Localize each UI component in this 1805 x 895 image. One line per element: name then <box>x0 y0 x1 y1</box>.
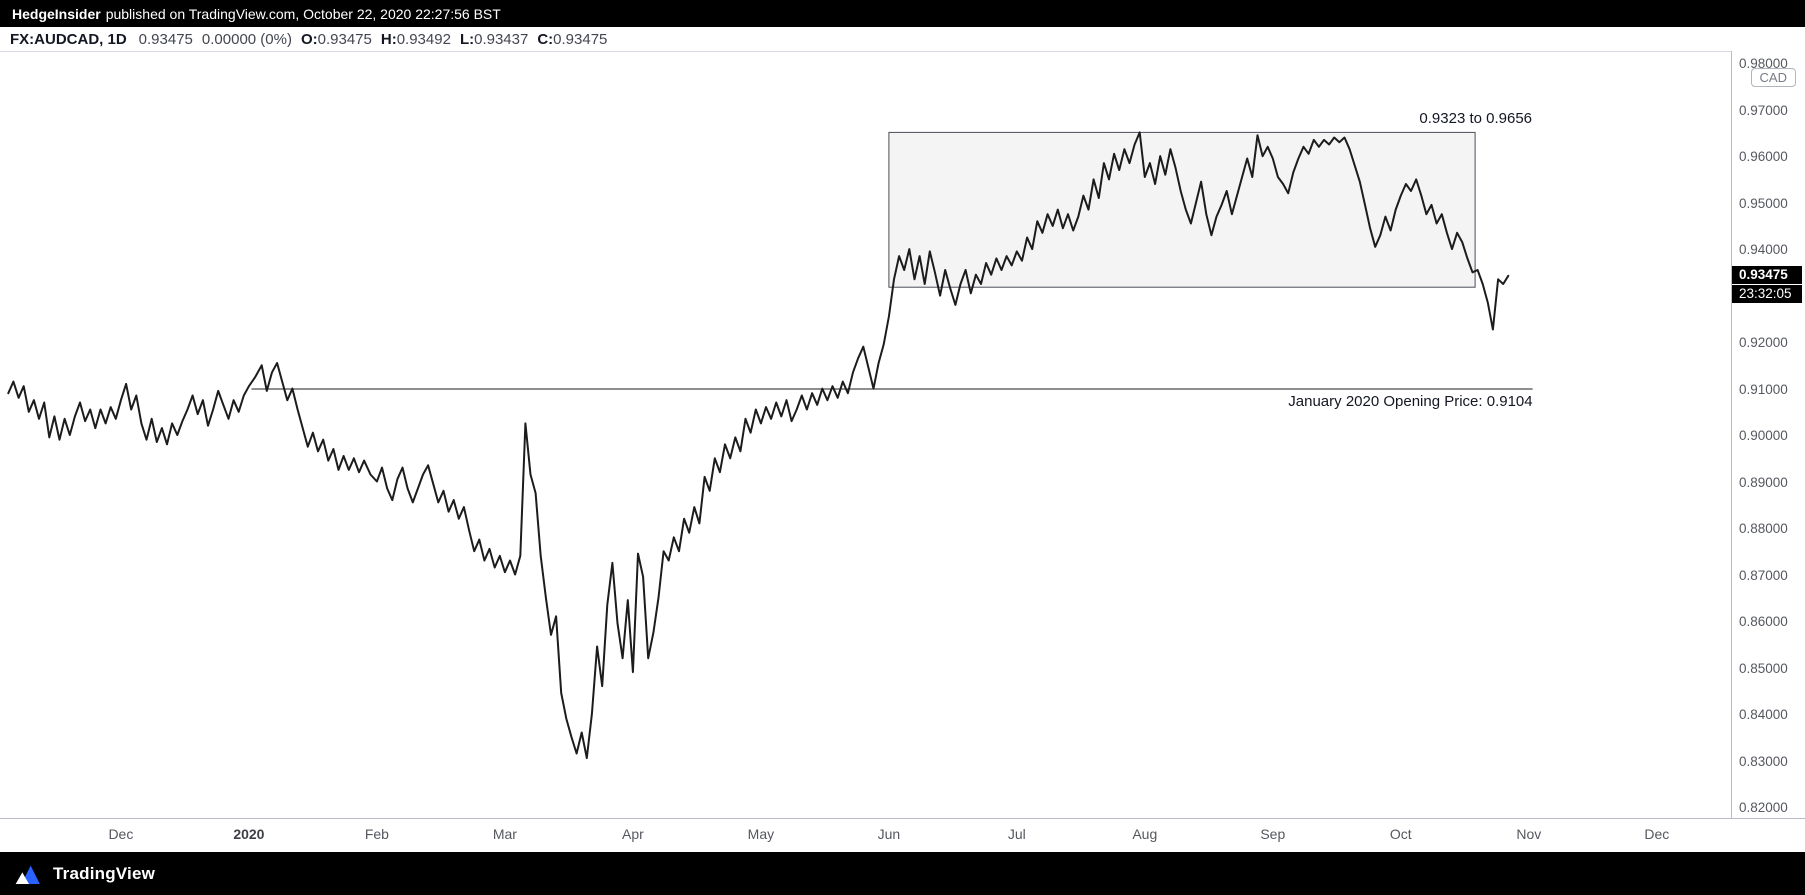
time-tick-Sep: Sep <box>1260 826 1286 842</box>
price-axis: CAD 0.93475 23:32:05 0.98000 0.97000 0.960… <box>1731 51 1805 818</box>
price-line-series <box>7 131 1510 760</box>
last-price-badge: 0.93475 <box>1732 265 1802 284</box>
time-axis: Dec 2020 Feb Mar Apr May Jun Jul Aug Sep Oct Nov Dec <box>0 818 1805 852</box>
legend-low: L:0.93437 <box>460 31 528 48</box>
price-tick-0.92000: 0.92000 <box>1739 335 1788 351</box>
price-tick-0.97000: 0.97000 <box>1739 102 1788 118</box>
range-box-label: 0.9323 to 0.9656 <box>1419 110 1533 128</box>
price-tick-0.94000: 0.94000 <box>1739 242 1788 258</box>
high-value: 0.93492 <box>396 30 451 48</box>
price-tick-0.96000: 0.96000 <box>1739 149 1788 165</box>
price-tick-0.90000: 0.90000 <box>1739 428 1788 444</box>
time-tick-Oct: Oct <box>1389 826 1412 842</box>
footer-bar: TradingView <box>0 852 1805 895</box>
high-label: H: <box>380 30 397 48</box>
legend-high: H:0.93492 <box>381 31 451 48</box>
chart-pane: 0.9323 to 0.9656 January 2020 Opening Pr… <box>0 51 1731 818</box>
publish-bar: HedgeInsider published on TradingView.co… <box>0 0 1805 27</box>
price-chart-svg <box>7 131 1533 760</box>
legend-open: O:0.93475 <box>301 31 372 48</box>
time-tick-May: May <box>747 826 775 842</box>
time-tick-Jun: Jun <box>877 826 901 842</box>
time-tick-2020: 2020 <box>233 826 265 842</box>
legend-close: C:0.93475 <box>537 31 607 48</box>
time-tick-Nov: Nov <box>1516 826 1542 842</box>
price-tick-0.98000: 0.98000 <box>1739 56 1788 72</box>
legend-last-price: 0.93475 <box>138 30 193 48</box>
time-tick-Dec: Dec <box>1644 826 1670 842</box>
price-tick-0.89000: 0.89000 <box>1739 474 1788 490</box>
range-box-annotation <box>888 131 1476 288</box>
price-tick-0.83000: 0.83000 <box>1739 753 1788 769</box>
price-tick-0.84000: 0.84000 <box>1739 707 1788 723</box>
time-tick-Dec: Dec <box>108 826 134 842</box>
publish-info: published on TradingView.com, October 22… <box>105 5 501 22</box>
symbol-legend: FX:AUDCAD, 1D 0.93475 0.00000 (0%) O:0.9… <box>0 27 1805 51</box>
price-tick-0.86000: 0.86000 <box>1739 614 1788 630</box>
open-price-line-label: January 2020 Opening Price: 0.9104 <box>1288 393 1533 410</box>
time-tick-Mar: Mar <box>492 826 517 842</box>
price-tick-0.85000: 0.85000 <box>1739 660 1788 676</box>
price-tick-0.88000: 0.88000 <box>1739 521 1788 537</box>
low-value: 0.93437 <box>474 30 529 48</box>
time-tick-Jul: Jul <box>1007 826 1026 842</box>
currency-badge: CAD <box>1750 68 1796 87</box>
countdown-badge: 23:32:05 <box>1732 284 1802 303</box>
tradingview-logo-icon <box>14 862 44 886</box>
close-label: C: <box>537 30 554 48</box>
legend-price-change: 0.00000 (0%) <box>201 30 292 48</box>
time-tick-Aug: Aug <box>1132 826 1158 842</box>
time-tick-Feb: Feb <box>364 826 389 842</box>
author-name: HedgeInsider <box>12 5 101 22</box>
open-label: O: <box>300 30 318 48</box>
open-value: 0.93475 <box>317 30 372 48</box>
brand-name: TradingView <box>53 863 156 883</box>
price-tick-0.95000: 0.95000 <box>1739 195 1788 211</box>
close-value: 0.93475 <box>553 30 608 48</box>
price-tick-0.87000: 0.87000 <box>1739 567 1788 583</box>
price-tick-0.82000: 0.82000 <box>1739 800 1788 816</box>
time-tick-Apr: Apr <box>621 826 644 842</box>
low-label: L: <box>459 30 475 48</box>
price-tick-0.91000: 0.91000 <box>1739 381 1788 397</box>
symbol-interval: FX:AUDCAD, 1D <box>10 30 127 48</box>
